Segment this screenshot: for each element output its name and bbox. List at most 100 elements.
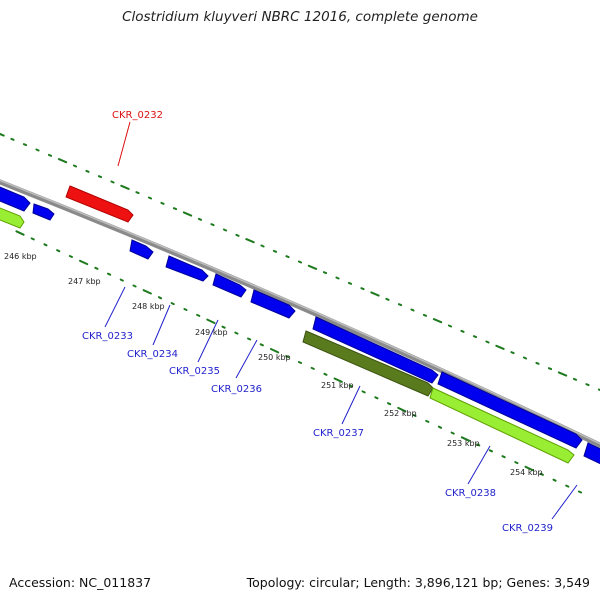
ruler-major-tick xyxy=(15,230,25,236)
inner-ruler xyxy=(15,230,583,494)
ruler-major-tick xyxy=(307,264,318,270)
ruler-minor-tick xyxy=(385,297,390,301)
ruler-minor-tick xyxy=(272,249,278,253)
ruler-minor-tick xyxy=(348,384,353,388)
ruler-major-tick xyxy=(495,344,505,350)
ruler-minor-tick xyxy=(572,377,578,381)
scale-label: 252 kbp xyxy=(384,409,417,418)
ruler-minor-tick xyxy=(488,449,493,453)
ruler-minor-tick xyxy=(447,324,453,328)
ruler-minor-tick xyxy=(472,335,478,339)
ruler-minor-tick xyxy=(323,372,328,376)
scale-label: 248 kbp xyxy=(132,302,165,311)
ruler-minor-tick xyxy=(234,331,239,335)
ruler-minor-tick xyxy=(597,388,600,392)
ruler-minor-tick xyxy=(539,472,544,476)
gene-labels: CKR_0232 CKR_0233 CKR_0234 CKR_0235 CKR_… xyxy=(82,110,553,534)
gene-ckr-0237[interactable] xyxy=(302,330,434,397)
scale-label: 253 kbp xyxy=(447,439,480,448)
ruler-minor-tick xyxy=(501,455,506,459)
gene-blue-long-1[interactable] xyxy=(312,316,439,384)
gene-features xyxy=(0,185,600,466)
ruler-minor-tick xyxy=(210,223,215,227)
gene-ckr-0236[interactable] xyxy=(250,289,296,319)
ruler-minor-tick xyxy=(322,271,328,275)
ruler-minor-tick xyxy=(72,164,78,168)
ruler-major-tick xyxy=(120,184,130,190)
gene-blue-long-2[interactable] xyxy=(437,371,583,449)
gene-ckr-0234[interactable] xyxy=(165,255,209,282)
accession-text: Accession: NC_011837 xyxy=(9,575,152,590)
gene-label-ckr-0234[interactable]: CKR_0234 xyxy=(127,349,178,360)
ruler-minor-tick xyxy=(94,266,99,270)
ruler-minor-tick xyxy=(422,313,428,317)
gene-label-ckr-0237[interactable]: CKR_0237 xyxy=(313,428,364,439)
ruler-minor-tick xyxy=(347,281,353,285)
scale-label: 254 kbp xyxy=(510,468,543,477)
ruler-minor-tick xyxy=(397,303,403,307)
ruler-minor-tick xyxy=(157,296,163,300)
ruler-minor-tick xyxy=(183,308,188,311)
ruler-major-tick xyxy=(182,211,193,217)
ruler-minor-tick xyxy=(510,351,515,355)
ruler-minor-tick xyxy=(259,343,264,347)
gene-partial-left-green[interactable] xyxy=(0,206,25,229)
genome-summary-text: Topology: circular; Length: 3,896,121 bp… xyxy=(246,575,590,590)
scale-label: 247 kbp xyxy=(68,277,101,286)
ruler-minor-tick xyxy=(147,196,153,200)
ruler-major-tick xyxy=(142,289,152,295)
ruler-minor-tick xyxy=(425,419,430,423)
ruler-major-tick xyxy=(370,291,380,297)
ruler-major-tick xyxy=(245,238,255,244)
scale-labels: 246 kbp 247 kbp 248 kbp 249 kbp 250 kbp … xyxy=(4,252,543,477)
ruler-minor-tick xyxy=(450,431,455,435)
ruler-major-tick xyxy=(206,318,216,324)
ruler-minor-tick xyxy=(97,175,103,179)
gene-label-ckr-0236[interactable]: CKR_0236 xyxy=(211,384,262,395)
gene-label-ckr-0232[interactable]: CKR_0232 xyxy=(112,110,163,121)
gene-small-blue-1[interactable] xyxy=(32,203,55,221)
ruler-minor-tick xyxy=(110,180,115,184)
gene-partial-left-blue[interactable] xyxy=(0,185,31,212)
gene-ckr-0232[interactable] xyxy=(65,185,134,223)
gene-ckr-0233[interactable] xyxy=(129,239,154,260)
ruler-minor-tick xyxy=(235,233,240,237)
ruler-major-tick xyxy=(557,371,568,377)
gene-label-ckr-0238[interactable]: CKR_0238 xyxy=(445,488,496,499)
ruler-major-tick xyxy=(269,348,280,354)
ruler-minor-tick xyxy=(221,325,226,329)
ruler-minor-tick xyxy=(297,260,303,264)
ruler-minor-tick xyxy=(35,148,40,152)
ruler-minor-tick xyxy=(410,308,415,312)
ruler-minor-tick xyxy=(85,169,90,173)
gene-label-ckr-0233[interactable]: CKR_0233 xyxy=(82,331,133,342)
gene-label-ckr-0239[interactable]: CKR_0239 xyxy=(502,523,553,534)
ruler-major-tick xyxy=(79,259,89,266)
label-leaders xyxy=(104,121,578,520)
ruler-minor-tick xyxy=(374,396,379,400)
ruler-major-tick xyxy=(524,465,534,472)
gene-ckr-0239[interactable] xyxy=(583,442,600,466)
ruler-minor-tick xyxy=(260,244,265,248)
scale-label: 246 kbp xyxy=(4,252,37,261)
ruler-minor-tick xyxy=(522,356,528,360)
ruler-minor-tick xyxy=(387,402,392,406)
ruler-minor-tick xyxy=(135,191,140,195)
ruler-minor-tick xyxy=(170,302,175,306)
gene-ckr-0235[interactable] xyxy=(212,273,247,298)
ruler-major-tick xyxy=(333,377,343,383)
ruler-major-tick xyxy=(0,132,5,137)
ruler-minor-tick xyxy=(47,153,53,157)
ruler-minor-tick xyxy=(247,337,252,341)
ruler-minor-tick xyxy=(514,461,519,465)
ruler-minor-tick xyxy=(119,278,124,282)
ruler-minor-tick xyxy=(437,425,443,429)
ruler-minor-tick xyxy=(285,255,290,259)
gene-ckr-0238[interactable] xyxy=(429,387,575,464)
ruler-minor-tick xyxy=(335,276,340,280)
ruler-minor-tick xyxy=(485,340,490,344)
gene-label-ckr-0235[interactable]: CKR_0235 xyxy=(169,366,220,377)
ruler-major-tick xyxy=(432,318,443,324)
scale-label: 249 kbp xyxy=(195,328,228,337)
